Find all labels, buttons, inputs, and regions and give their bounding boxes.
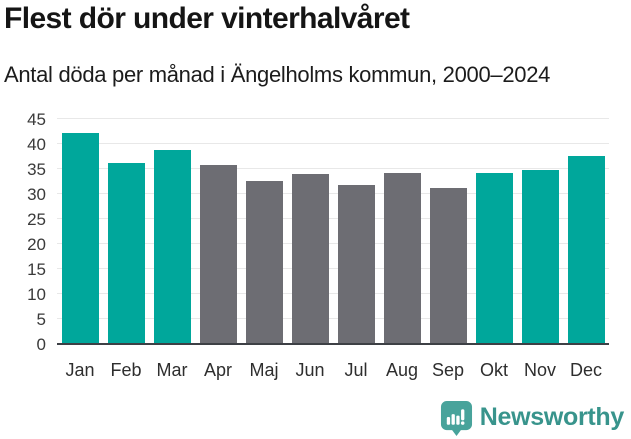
y-tick-label: 40 [27, 135, 46, 154]
x-tick-label: Nov [523, 360, 556, 380]
y-tick-label: 20 [27, 235, 46, 254]
bar-apr [199, 164, 237, 343]
bar-nov [521, 169, 559, 343]
x-tick-label: Jun [295, 360, 325, 380]
gridline [57, 168, 609, 169]
bar-chart: 0 5 10 15 20 25 30 35 40 45 Jan Feb Mar Apr Maj Jun Jul… [0, 110, 631, 382]
y-tick-label: 15 [27, 260, 46, 279]
brand-name: Newsworthy [479, 403, 625, 431]
bar-maj [245, 181, 283, 343]
gridline [57, 193, 609, 194]
x-tick-label: Sep [431, 360, 465, 380]
x-tick-label: Dec [569, 360, 602, 380]
y-tick-label: 25 [27, 210, 46, 229]
bar-jan [61, 132, 99, 343]
newsworthy-icon [440, 400, 472, 436]
brand-logo[interactable]: Newsworthy [440, 399, 624, 436]
y-tick-label: 35 [27, 160, 46, 179]
x-axis: Jan Feb Mar Apr Maj Jun Jul Aug Sep Okt Nov Dec [57, 358, 609, 382]
y-tick-label: 45 [27, 110, 46, 129]
bar-aug [383, 173, 421, 343]
x-tick-label: Apr [203, 360, 232, 380]
y-axis: 0 5 10 15 20 25 30 35 40 45 [0, 110, 46, 354]
x-tick-label: Okt [479, 360, 508, 380]
gridline [57, 293, 609, 294]
page-title: Flest dör under vinterhalvåret [4, 2, 410, 35]
plot-area [57, 118, 609, 345]
gridline [57, 268, 609, 269]
bar-sep [429, 187, 467, 343]
bar-okt [475, 173, 513, 343]
bar-jun [291, 174, 329, 343]
gridline [57, 143, 609, 144]
gridline [57, 218, 609, 219]
page-subtitle: Antal döda per månad i Ängelholms kommun… [4, 62, 551, 87]
x-tick-label: Aug [385, 360, 419, 380]
bar-dec [567, 155, 605, 343]
y-tick-label: 5 [36, 310, 46, 329]
bar-jul [337, 185, 375, 343]
y-tick-label: 0 [36, 335, 46, 354]
x-tick-label: Mar [156, 360, 188, 380]
gridline [57, 118, 609, 119]
x-tick-label: Jul [344, 360, 368, 380]
gridline [57, 243, 609, 244]
bar-mar [153, 149, 191, 343]
gridline [57, 318, 609, 319]
y-tick-label: 10 [27, 285, 46, 304]
x-tick-label: Jan [65, 360, 95, 380]
y-tick-label: 30 [27, 185, 46, 204]
bar-feb [107, 162, 145, 343]
x-tick-label: Maj [249, 360, 279, 380]
x-tick-label: Feb [110, 360, 142, 380]
